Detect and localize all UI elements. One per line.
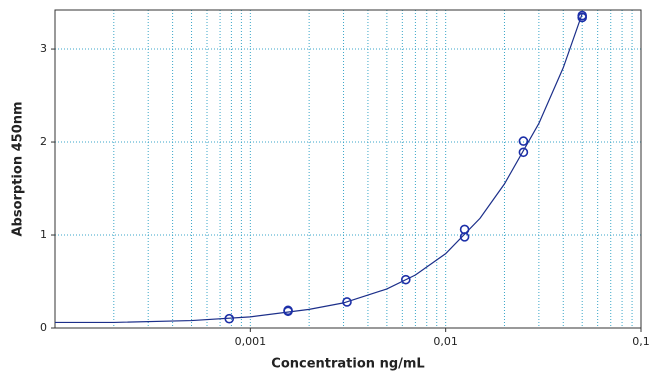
y-tick-label: 0 — [40, 321, 47, 334]
data-point — [459, 224, 470, 235]
y-tick-label: 1 — [40, 228, 47, 241]
data-point — [518, 147, 529, 158]
x-tick-label: 0,001 — [235, 335, 267, 348]
y-tick-label: 3 — [40, 42, 47, 55]
fit-curve — [55, 13, 583, 324]
data-point — [224, 313, 235, 324]
plot-frame — [54, 9, 642, 329]
data-point — [283, 305, 293, 316]
data-point — [400, 274, 411, 285]
x-tick-label: 0,01 — [433, 335, 458, 348]
data-point — [342, 297, 352, 307]
y-tick-label: 2 — [40, 135, 47, 148]
data-point — [577, 10, 587, 21]
y-axis-label: Absorption 450nm — [11, 101, 26, 236]
data-point — [518, 136, 529, 146]
x-axis-label: Concentration ng/mL — [271, 357, 424, 372]
x-tick-label: 0,1 — [632, 335, 650, 348]
